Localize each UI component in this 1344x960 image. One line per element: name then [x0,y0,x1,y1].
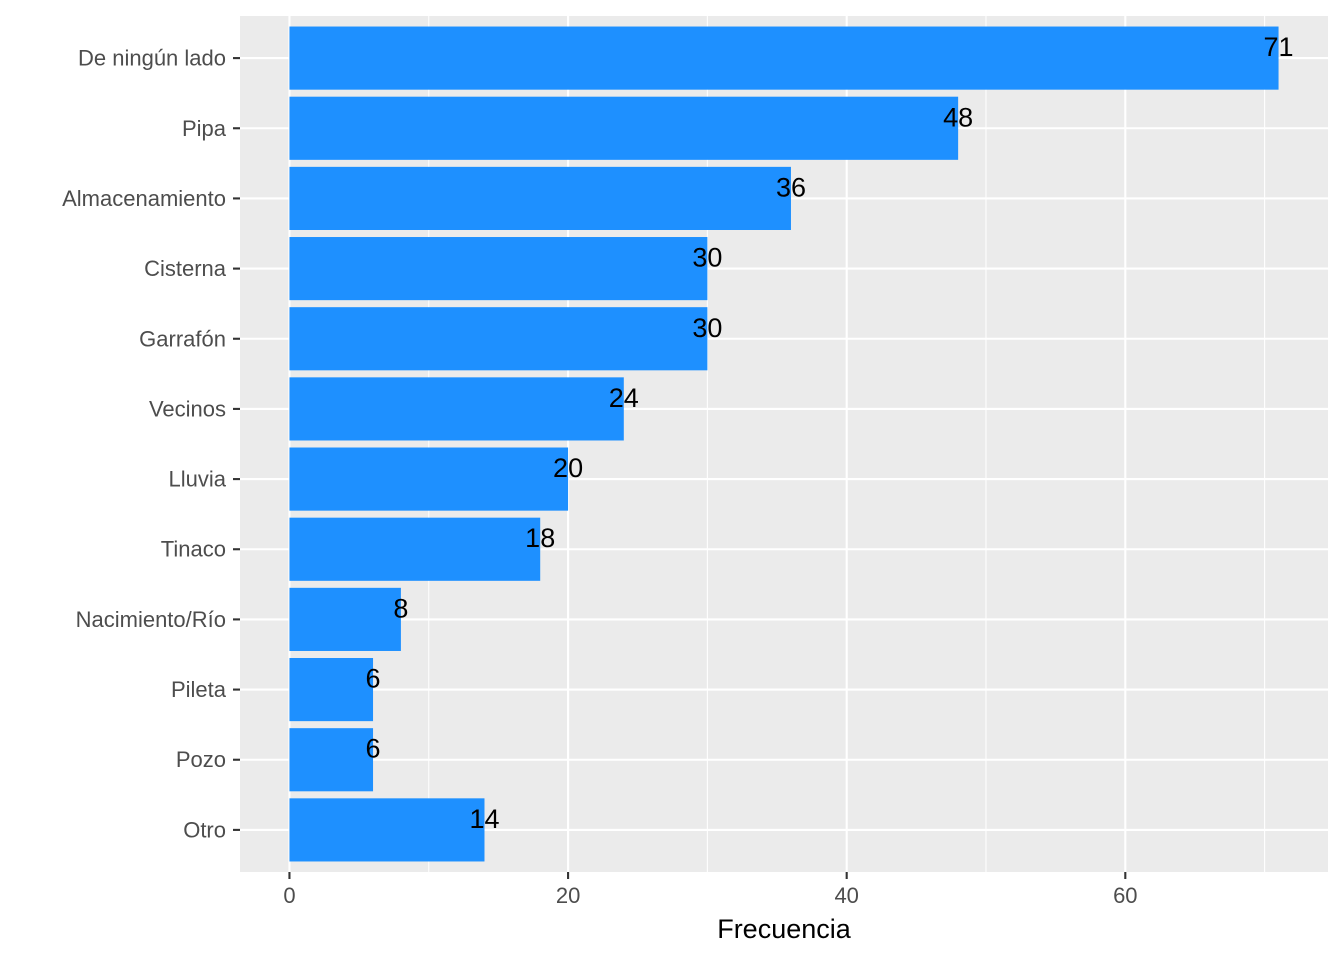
y-tick-label: Pipa [182,116,227,141]
bar [289,26,1279,90]
x-axis-title: Frecuencia [717,914,852,944]
bar [289,517,541,581]
data-label: 6 [366,664,381,694]
data-label: 14 [469,804,499,834]
bar [289,307,708,371]
y-axis: De ningún lado Pipa Almacenamiento Cisterna… [62,46,240,842]
y-tick-label: Almacenamiento [62,186,226,211]
bar [289,587,401,651]
bars [289,26,1279,862]
data-label: 24 [609,383,639,413]
y-tick-label: Nacimiento/Río [76,607,226,632]
y-tick-label: Pozo [176,747,226,772]
data-label: 36 [776,172,806,202]
data-label: 8 [393,593,408,623]
y-tick-label: Garrafón [139,326,226,351]
x-tick-label: 60 [1113,883,1137,908]
y-tick-label: Tinaco [161,537,226,562]
data-label: 71 [1264,32,1294,62]
bar [289,798,485,862]
y-tick-label: Otro [183,817,226,842]
bar [289,728,374,792]
bar [289,166,791,230]
bar [289,96,959,160]
x-tick-label: 20 [556,883,580,908]
x-tick-label: 40 [834,883,858,908]
y-tick-label: Pileta [171,677,227,702]
bar [289,447,569,511]
data-label: 6 [366,734,381,764]
bar [289,377,624,441]
y-tick-label: De ningún lado [78,46,226,71]
data-labels: 71 48 36 30 30 24 20 18 8 6 6 14 [366,32,1294,834]
data-label: 30 [692,243,722,273]
y-tick-label: Lluvia [169,467,227,492]
bar [289,237,708,301]
x-axis: 0 20 40 60 [283,872,1138,908]
x-tick-label: 0 [283,883,295,908]
data-label: 48 [943,102,973,132]
data-label: 20 [553,453,583,483]
data-label: 30 [692,313,722,343]
data-label: 18 [525,523,555,553]
y-tick-label: Cisterna [144,256,227,281]
y-tick-label: Vecinos [149,396,226,421]
bar [289,658,374,722]
